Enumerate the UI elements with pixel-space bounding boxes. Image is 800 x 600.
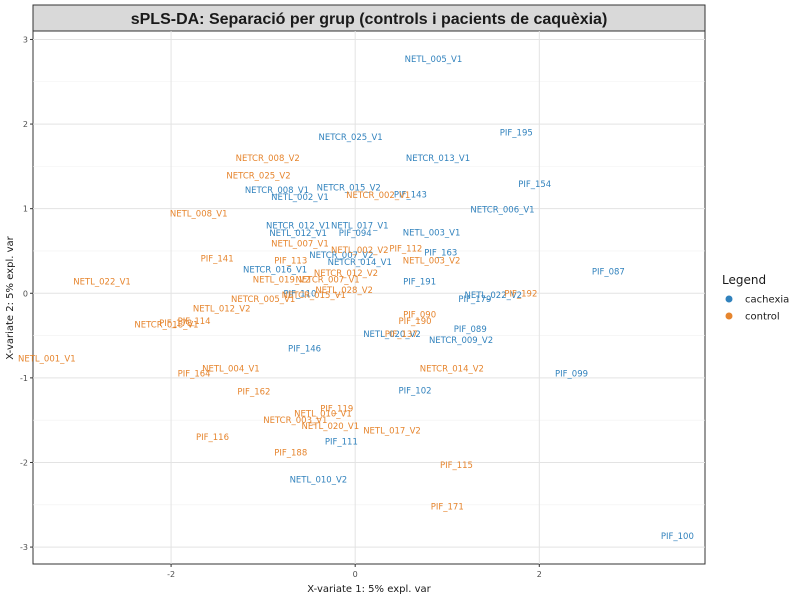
point-label-control: NETCR_015_V1 [282,291,346,301]
legend-item-cachexia[interactable]: cachexia [725,295,790,306]
point-label-cachexia: NETCR_006_V1 [470,206,534,216]
point-label-control: NETCR_014_V2 [420,365,484,375]
point-label-cachexia: PIF_094 [339,229,372,239]
y-tick-label: 0 [23,289,28,298]
point-label-control: NETL_022_V1 [73,277,131,287]
y-tick-label: -1 [20,374,28,383]
point-label-cachexia: NETL_022_V2 [464,291,522,301]
point-label-control: PIF_119 [320,404,353,414]
point-label-cachexia: NETCR_013_V1 [406,154,470,164]
y-tick-label: 3 [23,35,28,44]
y-tick-label: -3 [20,543,28,552]
point-label-cachexia: NETCR_025_V1 [318,133,382,143]
data-labels: NETL_005_V1 PIF_195 NETCR_025_V1 NETCR_013_… [18,55,694,542]
point-label-cachexia: PIF_191 [403,277,436,287]
y-axis-title: X-variate 2: 5% expl. var [5,235,16,359]
point-label-cachexia: PIF_146 [288,344,321,354]
point-label-cachexia: NETCR_016_V1 [243,266,307,276]
point-label-cachexia: PIF_143 [394,190,427,200]
point-label-cachexia: PIF_087 [592,267,625,277]
point-label-control: PIF_164 [178,370,211,380]
point-label-control: PIF_137 [385,330,418,340]
point-label-cachexia: NETL_012_V1 [269,229,327,239]
point-label-control: NETL_019_V2 [253,276,311,286]
title-strip [32,4,706,32]
point-label-cachexia: NETL_002_V1 [271,193,329,203]
point-label-control: NETL_028_V2 [315,286,373,296]
x-tick-label: 2 [537,570,542,579]
point-label-cachexia: NETL_010_V2 [290,475,348,485]
point-label-control: NETL_004_V1 [202,365,260,375]
point-label-control: PIF_113 [274,256,307,266]
point-label-control: NETCR_012_V2 [314,269,378,279]
y-tick-label: 1 [23,205,28,214]
point-label-cachexia: PIF_111 [325,437,358,447]
point-label-control: NETCR_003_V1 [263,416,327,426]
point-label-control: PIF_090 [403,310,436,320]
point-label-cachexia: NETL_020_V2 [363,330,421,340]
point-label-cachexia: NETCR_014_V1 [328,258,392,268]
point-label-cachexia: NETL_005_V1 [405,55,463,65]
point-label-control: NETCR_007_V1 [295,276,359,286]
point-label-control: PIF_178 [159,319,192,329]
point-label-cachexia: PIF_163 [424,249,457,259]
point-label-control: NETCR_002_V1 [346,191,410,201]
point-label-control: PIF_112 [389,244,422,254]
point-label-control: PIF_190 [399,317,432,327]
legend: Legend cachexia control [722,273,789,323]
point-label-control: NETCR_008_V2 [236,154,300,164]
y-tick-label: 2 [23,120,28,129]
point-label-cachexia: PIF_100 [661,532,694,542]
y-tick-label: -2 [20,458,28,467]
point-label-cachexia: NETCR_008_V1 [245,186,309,196]
point-label-control: NETL_008_V1 [170,210,228,220]
point-label-control: NETL_010_V1 [294,409,352,419]
legend-title: Legend [722,273,766,287]
point-label-control: NETL_002_V2 [331,246,389,256]
legend-marker-control [725,312,733,320]
x-axis-title: X-variate 1: 5% expl. var [307,584,431,595]
point-label-control: NETCR_018_V1 [134,321,198,331]
point-label-cachexia: NETL_003_V1 [403,228,461,238]
legend-label-control: control [745,312,780,323]
point-label-control: PIF_115 [440,461,473,471]
point-label-cachexia: NETCR_012_V1 [266,222,330,232]
point-label-control: PIF_162 [237,387,270,397]
point-label-cachexia: PIF_195 [500,129,533,139]
grid-lines [33,31,705,564]
chart-title: sPLS-DA: Separació per grup (controls i … [131,11,608,28]
point-label-control: PIF_114 [178,317,211,327]
point-label-cachexia: PIF_179 [458,295,491,305]
point-label-control: PIF_116 [196,433,229,443]
point-label-cachexia: PIF_089 [454,325,487,335]
point-label-control: NETL_003_V2 [403,256,461,266]
point-label-cachexia: PIF_099 [555,370,588,380]
point-label-cachexia: PIF_110 [283,289,316,299]
plot-panel [32,30,706,565]
point-label-cachexia: PIF_102 [399,387,432,397]
point-label-control: PIF_192 [504,289,537,299]
point-label-control: NETL_020_V1 [302,422,360,432]
point-label-cachexia: NETCR_009_V2 [429,336,493,346]
point-label-cachexia: PIF_154 [518,180,551,190]
point-label-control: PIF_188 [274,448,307,458]
point-label-cachexia: NETCR_007_V2 [309,251,373,261]
x-tick-label: -2 [167,570,175,579]
legend-marker-cachexia [725,295,733,303]
point-label-control: NETL_012_V2 [193,304,251,314]
point-label-control: NETL_007_V1 [271,239,329,249]
x-tick-label: 0 [353,570,358,579]
point-label-cachexia: NETCR_015_V2 [317,184,381,194]
point-label-control: PIF_171 [431,502,464,512]
point-label-control: NETL_001_V1 [18,354,76,364]
point-label-cachexia: NETL_017_V1 [331,222,389,232]
legend-item-control[interactable]: control [725,312,780,323]
axis-ticks: -2 0 2 -3 -2 -1 0 1 2 3 [20,35,542,579]
point-label-control: PIF_141 [201,255,234,265]
point-label-control: NETCR_005_V1 [231,295,295,305]
point-label-control: NETCR_025_V2 [226,172,290,182]
point-label-control: NETL_017_V2 [363,426,421,436]
legend-label-cachexia: cachexia [745,295,789,306]
